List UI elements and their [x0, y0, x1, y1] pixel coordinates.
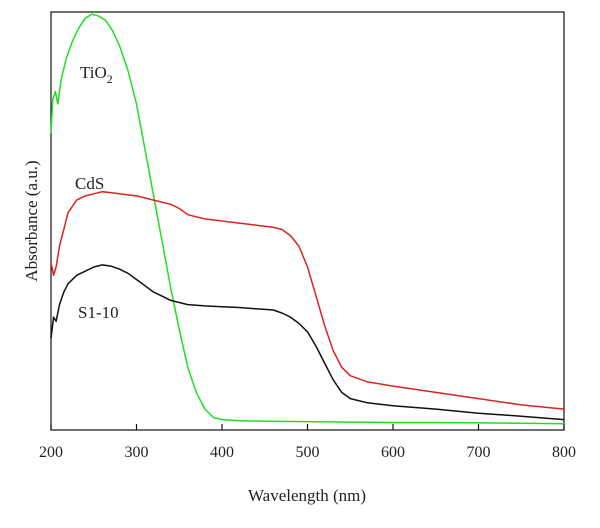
series-labels: TiO2 CdS S1-10 [75, 63, 119, 322]
x-tick-label-200: 200 [39, 444, 63, 461]
x-axis-ticks: 200 300 400 500 600 700 800 [39, 424, 576, 461]
series-label-s1-10: S1-10 [78, 303, 119, 322]
series-label-tio2: TiO2 [80, 63, 113, 86]
y-axis-title: Absorbance (a.u.) [22, 160, 41, 281]
series-line-s1-10 [50, 264, 565, 421]
x-tick-label-800: 800 [552, 444, 576, 461]
series-label-cds: CdS [75, 174, 104, 193]
x-tick-label-300: 300 [125, 444, 149, 461]
x-tick-label-500: 500 [296, 444, 320, 461]
plot-frame [50, 11, 565, 431]
series-line-cds [50, 190, 565, 410]
x-axis-title: Wavelength (nm) [248, 486, 366, 505]
series-label-tio2-text: TiO [80, 63, 107, 82]
series-line-tio2 [50, 13, 565, 425]
x-tick-label-700: 700 [467, 444, 491, 461]
series-label-tio2-subscript: 2 [107, 72, 113, 86]
x-tick-label-600: 600 [381, 444, 405, 461]
x-tick-label-400: 400 [210, 444, 234, 461]
series-layer [50, 13, 565, 425]
